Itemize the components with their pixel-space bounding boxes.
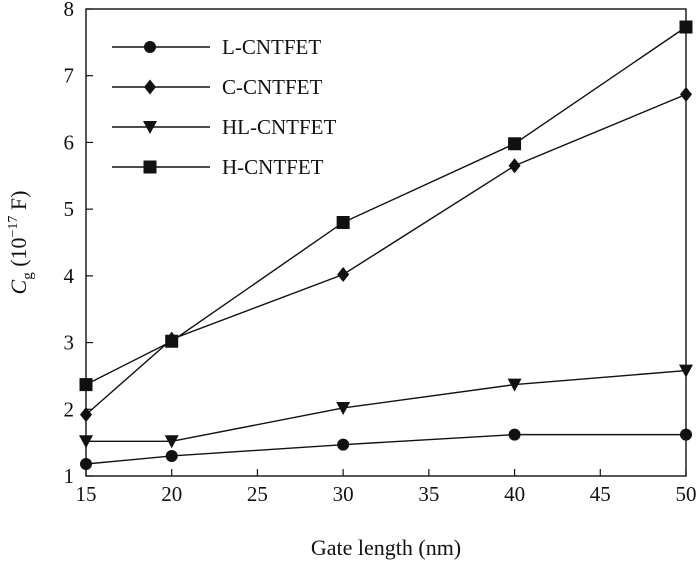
data-point-h-cntfet: [336, 215, 350, 229]
series-h-cntfet: [79, 20, 693, 392]
legend-item-h-cntfet: H-CNTFET: [112, 155, 324, 179]
y-axis-subscript: g: [20, 272, 36, 280]
legend-marker: [144, 79, 156, 95]
data-point-l-cntfet: [165, 449, 178, 462]
series-c-cntfet: [80, 86, 692, 423]
x-tick-label: 20: [161, 482, 182, 506]
y-tick-label: 1: [64, 464, 75, 488]
x-tick-label: 30: [333, 482, 354, 506]
series-layer: [79, 20, 693, 470]
data-point-hl-cntfet: [507, 378, 522, 392]
legend-marker: [143, 160, 157, 174]
series-line-hl-cntfet: [86, 369, 687, 443]
x-tick-label: 45: [590, 482, 611, 506]
data-point-h-cntfet: [508, 137, 522, 151]
y-axis-title: Cg (10−17 F): [6, 191, 36, 295]
y-axis-unit-close: F): [6, 191, 31, 216]
data-point-c-cntfet: [337, 267, 350, 283]
legend-item-l-cntfet: L-CNTFET: [112, 35, 321, 59]
legend-label: H-CNTFET: [222, 155, 324, 179]
legend-item-hl-cntfet: HL-CNTFET: [112, 115, 336, 139]
y-tick-label: 8: [64, 0, 75, 21]
y-axis-symbol: C: [6, 279, 31, 294]
data-point-hl-cntfet: [336, 401, 351, 415]
legend-label: HL-CNTFET: [222, 115, 336, 139]
y-tick-label: 2: [64, 397, 75, 421]
legend-marker: [144, 41, 156, 53]
x-tick-label: 40: [504, 482, 525, 506]
data-point-c-cntfet: [508, 158, 521, 174]
y-tick-label: 4: [64, 264, 75, 288]
x-tick-label: 15: [76, 482, 97, 506]
data-point-h-cntfet: [165, 334, 179, 348]
y-tick-label: 3: [64, 331, 75, 355]
y-tick-label: 7: [64, 64, 75, 88]
legend-item-c-cntfet: C-CNTFET: [112, 75, 323, 99]
x-tick-label: 50: [676, 482, 697, 506]
legend-label: L-CNTFET: [222, 35, 321, 59]
x-axis-title: Gate length (nm): [311, 535, 461, 560]
series-l-cntfet: [80, 428, 692, 470]
legend-label: C-CNTFET: [222, 75, 323, 99]
data-point-hl-cntfet: [164, 435, 179, 449]
data-point-l-cntfet: [337, 438, 350, 451]
y-axis-unit-open: (10: [6, 237, 31, 272]
legend-marker: [143, 121, 157, 134]
x-tick-label: 35: [418, 482, 439, 506]
legend: L-CNTFET C-CNTFET HL-CNTFET H-CNTFET: [112, 35, 336, 179]
y-tick-label: 6: [64, 130, 75, 154]
plot-frame: [85, 8, 687, 477]
y-axis-exponent: −17: [6, 216, 21, 238]
series-line-c-cntfet: [85, 93, 687, 416]
y-tick-label: 5: [64, 197, 75, 221]
x-tick-label: 25: [247, 482, 268, 506]
series-line-h-cntfet: [85, 26, 687, 386]
data-point-l-cntfet: [508, 428, 521, 441]
series-hl-cntfet: [79, 364, 693, 449]
